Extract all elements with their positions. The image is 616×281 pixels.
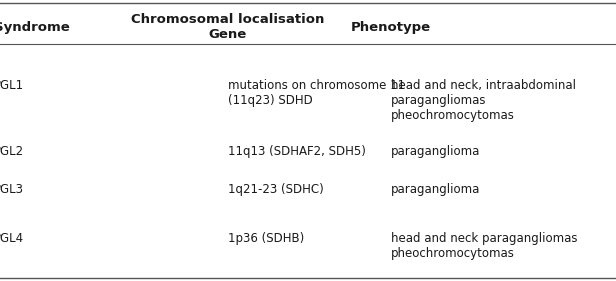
Text: PGL4: PGL4 <box>0 232 24 245</box>
Text: 11q13 (SDHAF2, SDH5): 11q13 (SDHAF2, SDH5) <box>228 145 366 158</box>
Text: 1p36 (SDHB): 1p36 (SDHB) <box>228 232 304 245</box>
Text: head and neck paragangliomas
pheochromocytomas: head and neck paragangliomas pheochromoc… <box>391 232 578 260</box>
Text: head and neck, intraabdominal
paragangliomas
pheochromocytomas: head and neck, intraabdominal paragangli… <box>391 79 576 122</box>
Text: paraganglioma: paraganglioma <box>391 145 480 158</box>
Text: mutations on chromosome 11
(11q23) SDHD: mutations on chromosome 11 (11q23) SDHD <box>228 79 405 107</box>
Text: PGL2: PGL2 <box>0 145 24 158</box>
Text: Chromosomal localisation
Gene: Chromosomal localisation Gene <box>131 13 325 41</box>
Text: 1q21-23 (SDHC): 1q21-23 (SDHC) <box>228 183 323 196</box>
Text: Syndrome: Syndrome <box>0 21 70 34</box>
Text: PGL3: PGL3 <box>0 183 24 196</box>
Text: paraganglioma: paraganglioma <box>391 183 480 196</box>
Text: Phenotype: Phenotype <box>351 21 431 34</box>
Text: PGL1: PGL1 <box>0 79 24 92</box>
